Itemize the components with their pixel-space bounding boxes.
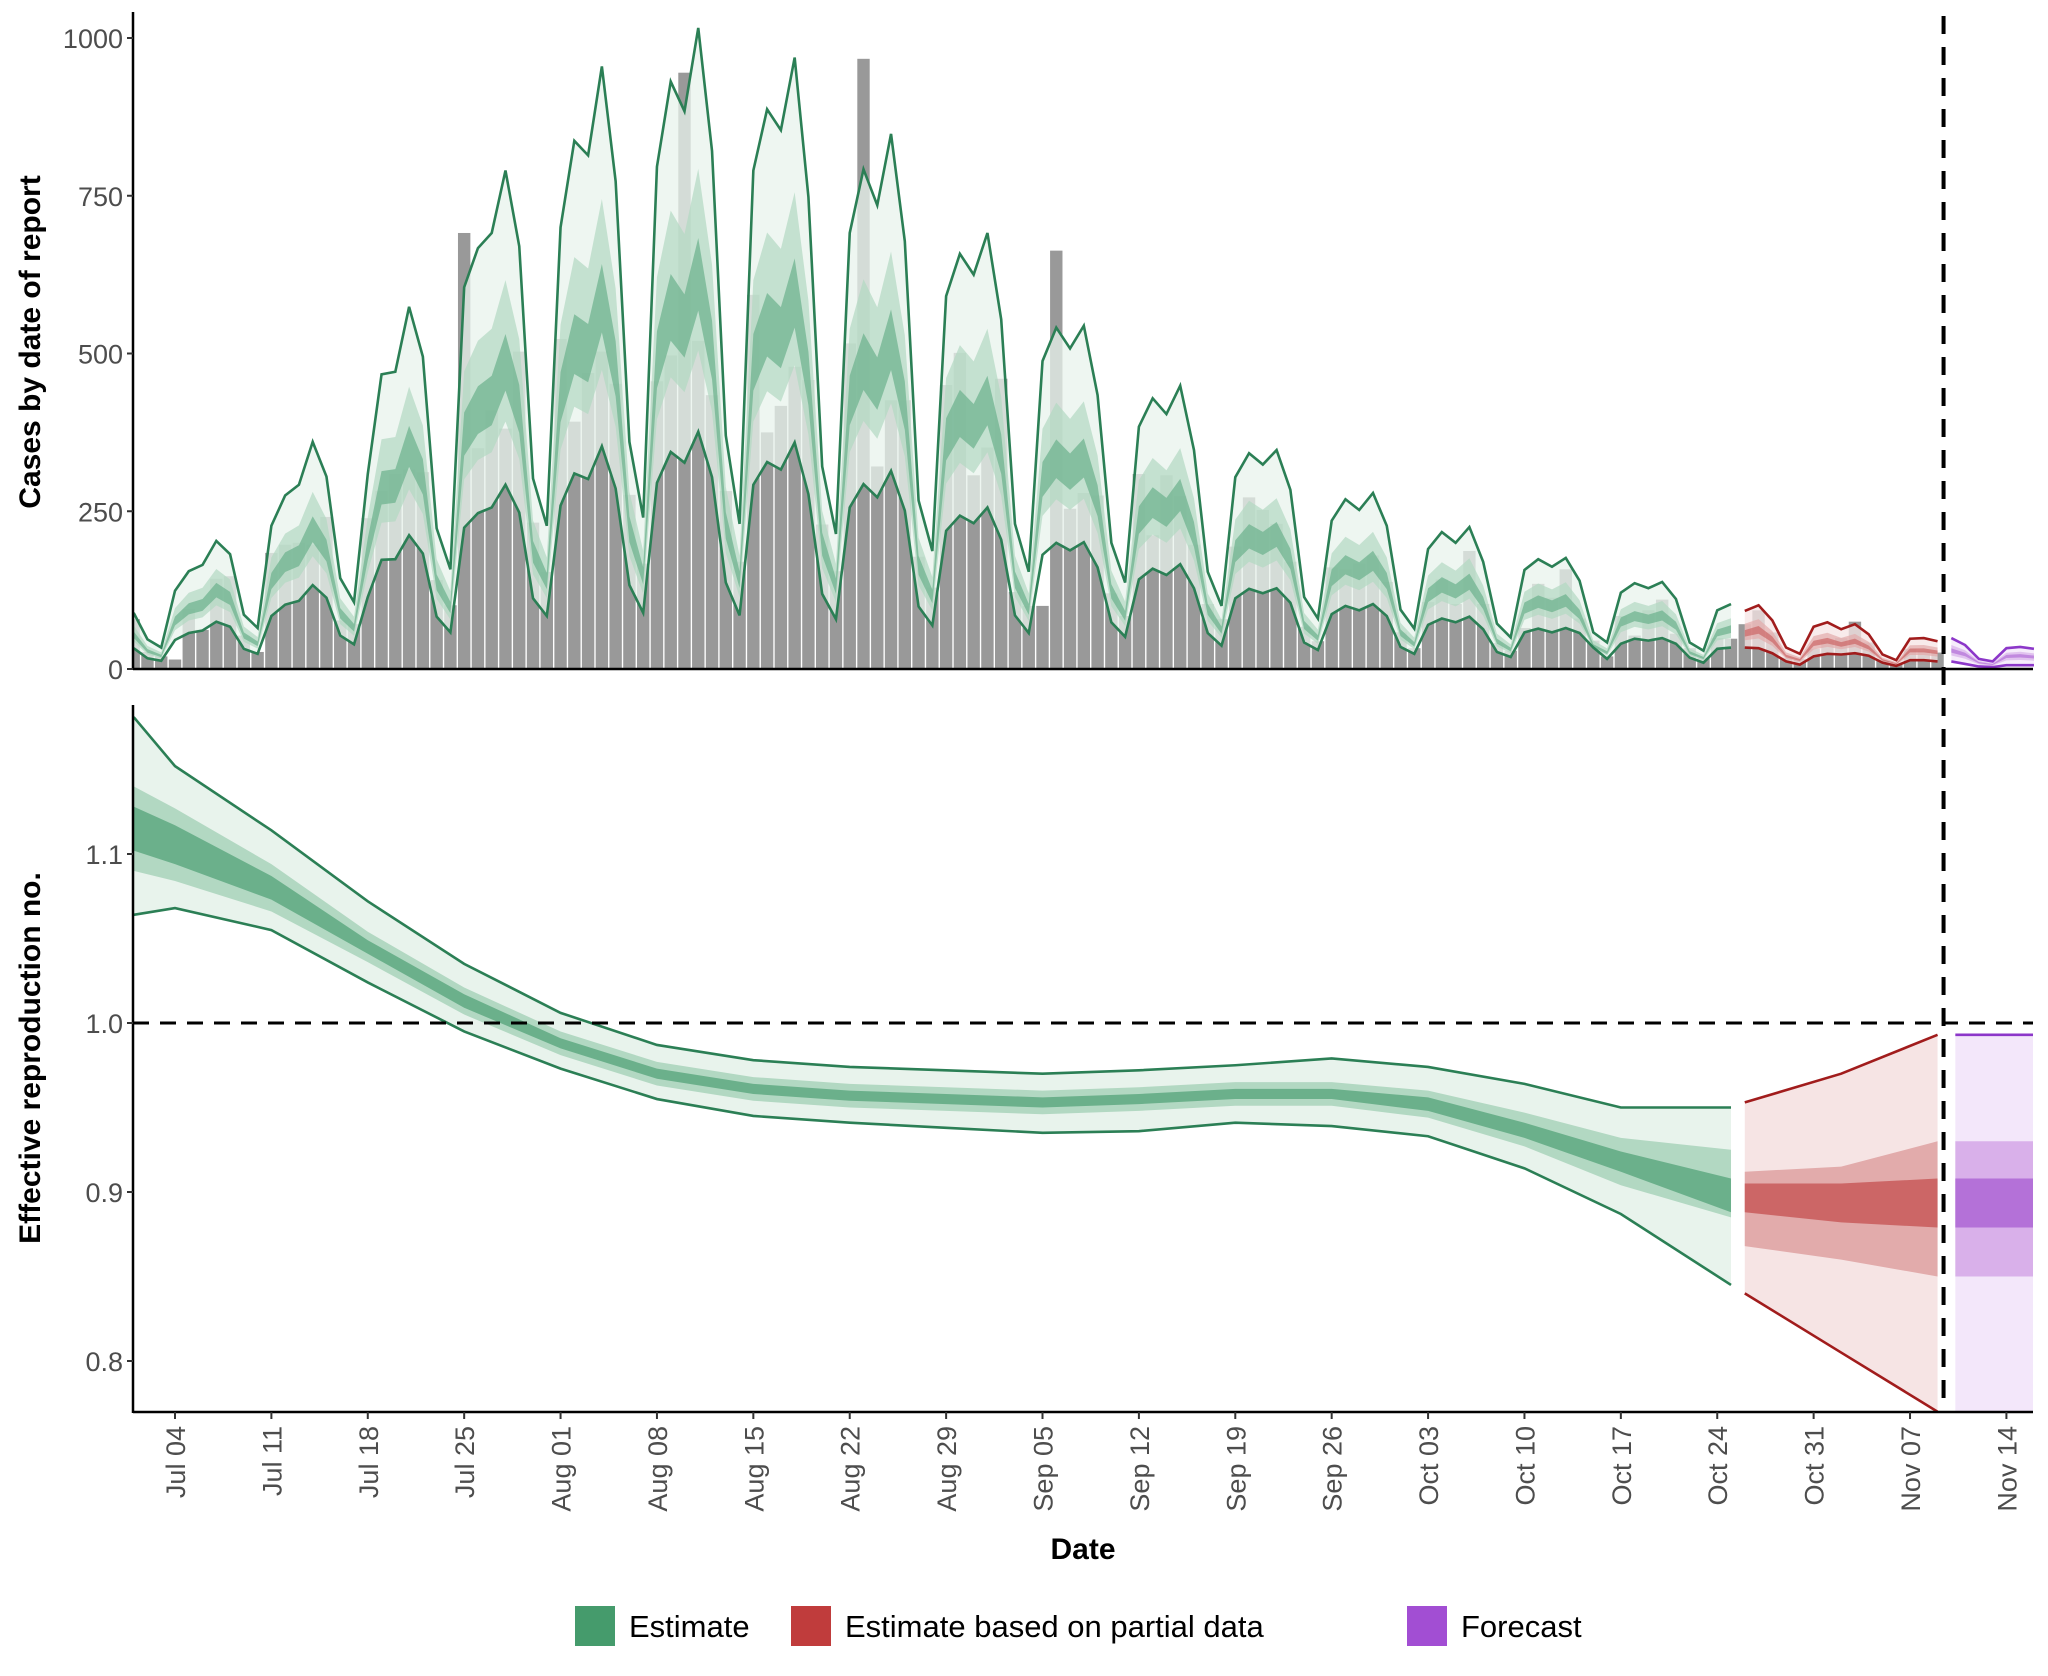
x-tick-label: Aug 22 [836,1426,866,1512]
x-tick-label: Sep 19 [1221,1426,1251,1512]
x-tick-label: Oct 24 [1703,1426,1733,1506]
x-tick-label: Jul 04 [161,1426,191,1498]
estimate-cases-upper-line [132,27,1732,653]
legend-swatch [791,1606,831,1646]
legend-item: Forecast [1407,1606,1582,1646]
case-bar [774,405,788,669]
partial-rt-band-20 [1744,1178,1938,1228]
rt-y-tick-label: 0.8 [85,1347,123,1377]
case-bar [1876,660,1889,669]
x-tick-label: Sep 26 [1318,1426,1348,1512]
x-tick-label: Oct 31 [1800,1426,1830,1506]
forecast-cases-lower-line [1951,660,2034,669]
estimate-rt-band-50 [133,786,1732,1218]
legend-item: Estimate based on partial data [791,1606,1265,1646]
x-tick-label: Aug 08 [643,1426,673,1512]
x-tick-label: Jul 18 [354,1426,384,1498]
estimate-cases-lower-line [132,428,1732,665]
x-tick-label: Nov 14 [1992,1426,2022,1512]
legend-label: Estimate [629,1609,750,1644]
case-bar [760,432,774,669]
legend-swatch [575,1606,615,1646]
forecast-cases-band-20 [1951,648,2034,666]
case-bar [871,466,884,669]
partial-rt-lower-line [1744,1292,1939,1412]
cases-y-tick-label: 750 [78,182,123,212]
legend-label: Estimate based on partial data [845,1609,1265,1644]
x-tick-label: Oct 10 [1510,1426,1540,1506]
x-tick-label: Jul 25 [450,1426,480,1498]
x-tick-label: Sep 05 [1029,1426,1059,1512]
partial-cases-band-90 [1744,605,1938,666]
cases-y-tick-label: 500 [78,340,123,370]
cases-y-tick-label: 250 [78,497,123,527]
rt-y-tick-label: 1.1 [85,840,123,870]
estimate-cases-band-50 [133,168,1732,661]
legend-label: Forecast [1461,1609,1582,1644]
cases-y-tick-label: 1000 [63,24,123,54]
cases-panel [132,27,2035,669]
x-tick-label: Oct 03 [1414,1426,1444,1506]
estimate-rt-upper-line [133,716,1732,1109]
case-bar [196,629,209,669]
partial-cases-band-20 [1744,625,1938,665]
axes: 0 250 500 750 1000 0.8 0.9 1.0 1.1 Jul 04 Jul 11 Ju… [63,12,2033,1512]
forecast-cases-upper-line [1950,636,2035,663]
cases-y-axis-title: Cases by date of report [14,175,47,508]
rt-y-tick-label: 0.9 [85,1178,123,1208]
legend-item: Estimate [575,1606,750,1646]
x-tick-label: Nov 07 [1896,1426,1926,1512]
case-bar [1628,635,1641,669]
cases-y-tick-label: 0 [108,655,123,685]
case-bar [168,659,182,669]
estimate-rt-lower-line [133,906,1732,1287]
x-tick-label: Aug 29 [932,1426,962,1512]
rt-y-axis-title: Effective reproduction no. [14,872,47,1244]
x-tick-label: Oct 17 [1607,1426,1637,1506]
estimate-cases-band-90 [133,27,1732,663]
estimate-rt-band-90 [133,717,1732,1285]
estimate-cases-band-20 [133,237,1732,660]
case-bar [967,475,980,669]
x-tick-label: Jul 11 [257,1426,287,1496]
x-axis-title: Date [1050,1533,1115,1566]
case-bar [251,651,264,669]
forecast-rt-band-20 [1955,1178,2033,1228]
case-bar [1600,656,1614,669]
case-bar [1779,657,1793,669]
x-tick-label: Aug 15 [739,1426,769,1512]
partial-cases-band-50 [1744,619,1938,665]
x-tick-label: Aug 01 [547,1426,577,1512]
legend: Estimate Estimate based on partial data Fo… [575,1606,1582,1646]
partial-rt-upper-line [1744,1033,1939,1104]
rt-panel [133,716,2033,1412]
legend-swatch [1407,1606,1447,1646]
case-bar [1036,605,1049,669]
partial-cases-upper-line [1744,603,1938,662]
forecast-cases-band-50 [1951,645,2034,666]
x-tick-label: Sep 12 [1125,1426,1155,1512]
rt-y-tick-label: 1.0 [85,1009,123,1039]
partial-cases-lower-line [1744,646,1938,668]
